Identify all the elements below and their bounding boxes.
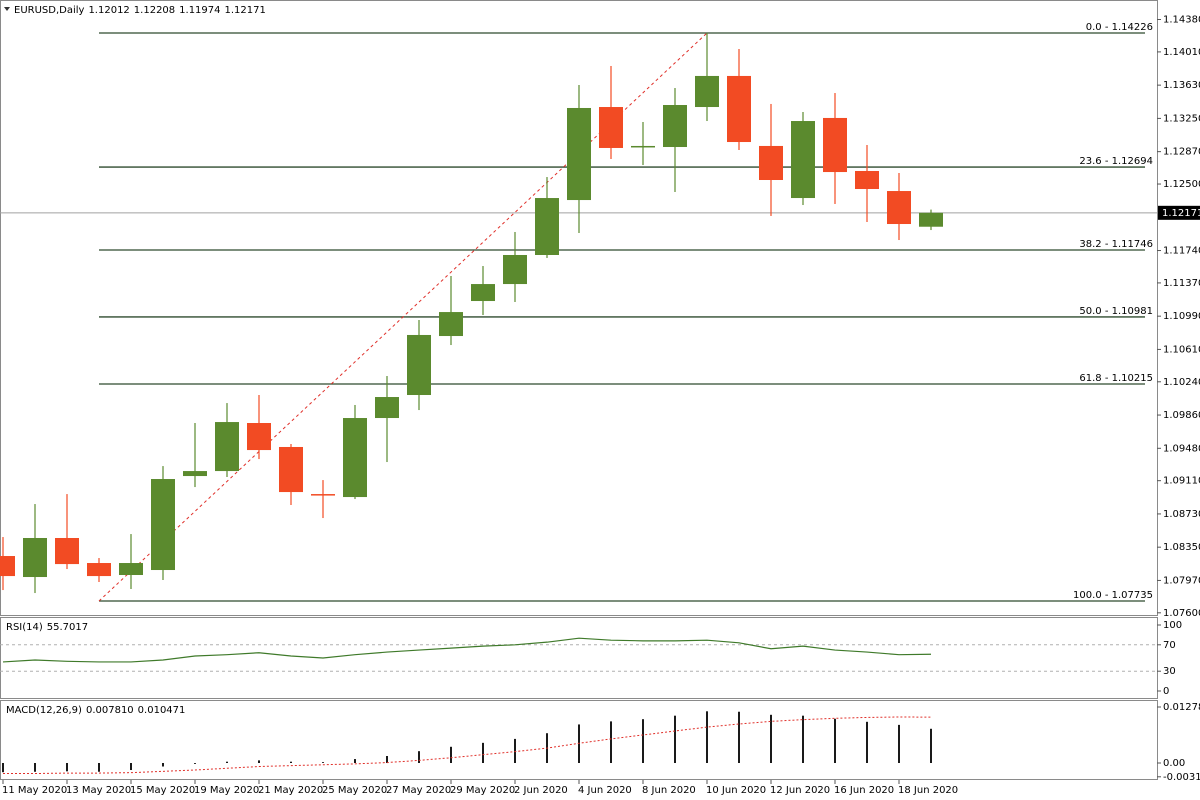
- y-tick-label: 30: [1163, 666, 1176, 677]
- candle-body: [919, 212, 943, 227]
- candle-body: [727, 75, 751, 143]
- y-tick-label: 1.12500: [1163, 179, 1200, 190]
- x-tick-label: 19 May 2020: [194, 785, 259, 796]
- candle-body: [759, 145, 783, 181]
- candle-body: [503, 254, 527, 285]
- fib-label: 50.0 - 1.10981: [1079, 306, 1153, 317]
- macd-title: MACD(12,26,9): [6, 705, 82, 716]
- signal-value: 0.010471: [138, 705, 186, 716]
- candle-body: [663, 105, 687, 148]
- chart-header: EURUSD,Daily 1.12012 1.12208 1.11974 1.12171: [14, 5, 266, 16]
- y-tick-label: 1.12870: [1163, 147, 1200, 158]
- y-tick-label: 1.14010: [1163, 47, 1200, 58]
- candle-body: [23, 537, 47, 578]
- y-tick-label: 1.07600: [1163, 608, 1200, 619]
- candle-body: [151, 479, 175, 571]
- fib-label: 38.2 - 1.11746: [1079, 239, 1153, 250]
- candle-body: [247, 423, 271, 451]
- x-tick-label: 2 Jun 2020: [514, 785, 568, 796]
- candle-body: [471, 284, 495, 302]
- x-tick-label: 29 May 2020: [450, 785, 515, 796]
- price-box-label: 1.12171: [1162, 208, 1200, 219]
- menu-icon: [4, 7, 10, 11]
- y-tick-label: 0.01278: [1163, 702, 1200, 713]
- rsi-header: RSI(14) 55.7017: [6, 622, 88, 633]
- x-tick-label: 16 Jun 2020: [834, 785, 894, 796]
- y-tick-label: 100: [1163, 620, 1182, 631]
- candle-body: [119, 563, 143, 576]
- y-tick-label: 1.11740: [1163, 246, 1200, 257]
- x-tick-label: 15 May 2020: [130, 785, 195, 796]
- x-tick-label: 13 May 2020: [66, 785, 131, 796]
- candle-body: [439, 312, 463, 337]
- x-tick-label: 4 Jun 2020: [578, 785, 632, 796]
- candle-body: [855, 170, 879, 190]
- x-tick-label: 11 May 2020: [2, 785, 67, 796]
- y-tick-label: 1.14380: [1163, 15, 1200, 26]
- rsi-pane: [0, 617, 1158, 699]
- rsi-title: RSI(14): [6, 622, 43, 633]
- candle-body: [55, 537, 79, 565]
- candle-body: [791, 121, 815, 199]
- price-box: [1158, 205, 1200, 220]
- candle-body: [0, 556, 15, 577]
- y-tick-label: 1.13630: [1163, 80, 1200, 91]
- y-tick-label: 70: [1163, 640, 1176, 651]
- macd-pane: [0, 700, 1158, 780]
- fib-label: 23.6 - 1.12694: [1079, 156, 1153, 167]
- y-tick-label: 1.11370: [1163, 278, 1200, 289]
- candle-body: [311, 494, 335, 496]
- header-value: 1.12012: [88, 5, 129, 16]
- candle-body: [183, 471, 207, 477]
- candle-body: [695, 75, 719, 108]
- candle-body: [599, 107, 623, 148]
- x-tick-label: 10 Jun 2020: [706, 785, 766, 796]
- fib-label: 100.0 - 1.07735: [1073, 590, 1153, 601]
- candle-body: [567, 107, 591, 201]
- candle-body: [887, 191, 911, 225]
- macd-header: MACD(12,26,9) 0.007810 0.010471: [6, 705, 185, 716]
- y-tick-label: 1.10610: [1163, 344, 1200, 355]
- candle-body: [215, 422, 239, 472]
- x-tick-label: 8 Jun 2020: [642, 785, 696, 796]
- y-tick-label: 1.10990: [1163, 311, 1200, 322]
- candle-body: [375, 397, 399, 419]
- candle-body: [343, 418, 367, 498]
- header-value: 1.12208: [134, 5, 175, 16]
- y-tick-label: 1.10240: [1163, 377, 1200, 388]
- y-tick-label: 0: [1163, 686, 1169, 697]
- y-tick-label: 1.13250: [1163, 113, 1200, 124]
- candle-body: [535, 198, 559, 255]
- signal-line: [3, 716, 932, 775]
- candle-body: [87, 563, 111, 577]
- candle-body: [823, 117, 847, 173]
- candle-body: [407, 334, 431, 396]
- header-value: 1.12171: [225, 5, 266, 16]
- y-tick-label: 0.00: [1163, 758, 1185, 769]
- candle-body: [279, 446, 303, 493]
- y-tick-label: 1.07970: [1163, 575, 1200, 586]
- x-tick-label: 25 May 2020: [322, 785, 387, 796]
- fib-label: 0.0 - 1.14226: [1086, 22, 1153, 33]
- rsi-value: 55.7017: [47, 622, 88, 633]
- x-tick-label: 18 Jun 2020: [898, 785, 958, 796]
- x-tick-label: 21 May 2020: [258, 785, 323, 796]
- y-tick-label: -0.003145: [1163, 772, 1200, 783]
- y-tick-label: 1.08350: [1163, 542, 1200, 553]
- header-value: 1.11974: [179, 5, 220, 16]
- symbol: EURUSD,Daily: [14, 5, 85, 16]
- x-tick-label: 27 May 2020: [386, 785, 451, 796]
- rsi-line: [2, 637, 932, 663]
- macd-value: 0.007810: [86, 705, 134, 716]
- y-tick-label: 1.09860: [1163, 410, 1200, 421]
- y-tick-label: 1.09480: [1163, 443, 1200, 454]
- main-pane: [0, 0, 1158, 616]
- y-tick-label: 1.09110: [1163, 476, 1200, 487]
- y-tick-label: 1.08730: [1163, 509, 1200, 520]
- fib-label: 61.8 - 1.10215: [1079, 373, 1153, 384]
- fib-trend-line: [98, 32, 708, 602]
- candle-body: [631, 145, 655, 148]
- x-tick-label: 12 Jun 2020: [770, 785, 830, 796]
